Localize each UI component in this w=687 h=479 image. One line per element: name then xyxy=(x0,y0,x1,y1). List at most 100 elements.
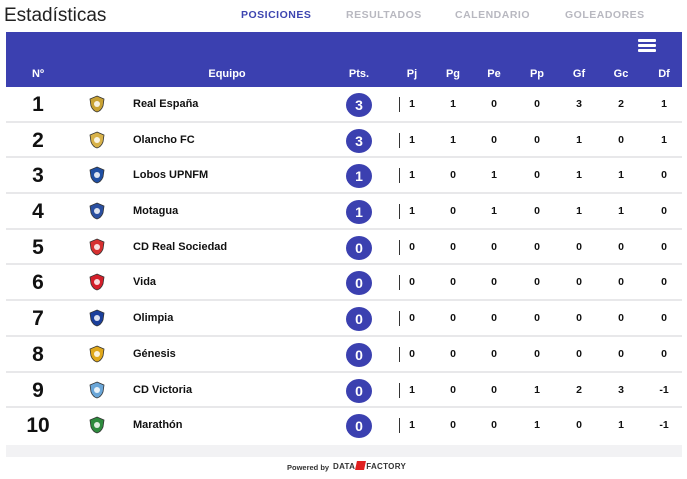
position-number: 10 xyxy=(26,414,50,438)
col-header-gf: Gf xyxy=(572,68,586,80)
stat-pe: 1 xyxy=(491,169,497,182)
stats-divider xyxy=(399,275,400,291)
table-row[interactable]: 9 CD Victoria 0 1 0 0 1 2 3 -1 xyxy=(6,372,682,409)
stat-pp: 1 xyxy=(534,419,540,432)
team-name[interactable]: Motagua xyxy=(133,205,179,218)
stat-pg: 0 xyxy=(450,205,456,218)
stat-pp: 0 xyxy=(534,133,540,146)
position-number: 9 xyxy=(32,378,44,402)
stat-pe: 0 xyxy=(491,133,497,146)
stat-pg: 0 xyxy=(450,240,456,253)
team-name[interactable]: Olancho FC xyxy=(133,133,195,146)
stat-pj: 1 xyxy=(409,419,415,432)
table-row[interactable]: 6 Vida 0 0 0 0 0 0 0 0 xyxy=(6,265,682,302)
stat-gc: 0 xyxy=(618,276,624,289)
stat-pj: 0 xyxy=(409,312,415,325)
page-title: Estadísticas xyxy=(4,5,107,26)
real-espana-logo xyxy=(88,95,106,113)
position-number: 7 xyxy=(32,307,44,331)
position-number: 6 xyxy=(32,271,44,295)
col-header-pos: Nº xyxy=(32,68,44,80)
marathon-logo xyxy=(88,416,106,434)
stat-df: 1 xyxy=(661,133,667,146)
col-header-pj: Pj xyxy=(406,68,418,80)
position-number: 8 xyxy=(32,342,44,366)
team-name[interactable]: Real España xyxy=(133,98,199,110)
points-badge: 0 xyxy=(346,414,372,439)
col-header-gc: Gc xyxy=(613,68,629,80)
team-name[interactable]: Lobos UPNFM xyxy=(133,169,209,182)
table-footer xyxy=(6,445,682,457)
stat-pp: 0 xyxy=(534,98,540,110)
stat-gf: 0 xyxy=(576,276,582,289)
position-number: 3 xyxy=(32,164,44,188)
stats-divider xyxy=(399,168,400,184)
table-row[interactable]: 8 Génesis 0 0 0 0 0 0 0 0 xyxy=(6,336,682,373)
tab-posiciones[interactable]: POSICIONES xyxy=(241,9,312,21)
datafactory-logo[interactable]: DATA FACTORY xyxy=(333,461,406,471)
points-badge: 0 xyxy=(346,307,372,332)
table-row[interactable]: 3 Lobos UPNFM 1 1 0 1 0 1 1 0 xyxy=(6,158,682,195)
stat-gf: 0 xyxy=(576,419,582,432)
tab-resultados[interactable]: RESULTADOS xyxy=(346,9,422,21)
team-name[interactable]: Vida xyxy=(133,276,157,289)
points-badge: 0 xyxy=(346,378,372,403)
table-row[interactable]: 4 Motagua 1 1 0 1 0 1 1 0 xyxy=(6,194,682,230)
team-name[interactable]: CD Real Sociedad xyxy=(133,240,228,253)
table-row[interactable]: 1 Real España 3 1 1 0 0 3 2 1 xyxy=(6,87,682,123)
stat-pp: 0 xyxy=(534,240,540,253)
hamburger-menu-icon[interactable] xyxy=(638,39,656,53)
stat-pe: 1 xyxy=(491,205,497,218)
stat-pp: 1 xyxy=(534,383,540,396)
stats-divider xyxy=(399,346,400,362)
table-row[interactable]: 7 Olimpia 0 0 0 0 0 0 0 0 xyxy=(6,301,682,337)
stat-pp: 0 xyxy=(534,205,540,218)
stat-pg: 1 xyxy=(450,98,456,110)
vida-logo xyxy=(88,273,106,291)
table-row[interactable]: 10 Marathón 0 1 0 0 1 0 1 -1 xyxy=(6,408,682,444)
standings-header: Nº Equipo Pts. Pj Pg Pe Pp Gf Gc Df xyxy=(6,32,682,87)
top-bar: Estadísticas POSICIONES RESULTADOS CALEN… xyxy=(0,0,687,30)
powered-by-label: Powered by xyxy=(287,463,330,472)
stat-pe: 0 xyxy=(491,98,497,110)
col-header-team: Equipo xyxy=(208,68,246,80)
stat-gc: 1 xyxy=(618,169,624,182)
stat-pg: 0 xyxy=(450,276,456,289)
col-header-pg: Pg xyxy=(445,68,461,80)
stat-pj: 1 xyxy=(409,98,415,110)
stats-divider xyxy=(399,311,400,327)
points-badge: 3 xyxy=(346,93,372,117)
col-header-pts: Pts. xyxy=(348,68,370,80)
team-name[interactable]: Marathón xyxy=(133,419,183,432)
stat-pg: 1 xyxy=(450,133,456,146)
team-name[interactable]: CD Victoria xyxy=(133,383,193,396)
stat-df: 0 xyxy=(661,169,667,182)
tab-goleadores[interactable]: GOLEADORES xyxy=(565,9,645,21)
stat-gf: 0 xyxy=(576,312,582,325)
stat-pj: 1 xyxy=(409,133,415,146)
stat-pe: 0 xyxy=(491,419,497,432)
col-header-pp: Pp xyxy=(529,68,545,80)
stat-df: 0 xyxy=(661,312,667,325)
stat-gf: 1 xyxy=(576,133,582,146)
table-row[interactable]: 5 CD Real Sociedad 0 0 0 0 0 0 0 0 xyxy=(6,229,682,266)
position-number: 5 xyxy=(32,235,44,259)
standings-table: 1 Real España 3 1 1 0 0 3 2 1 2 Olancho FC 3 1 1 0 0 1 0 1 3… xyxy=(6,87,682,444)
stat-gf: 0 xyxy=(576,240,582,253)
position-number: 4 xyxy=(32,200,44,224)
points-badge: 3 xyxy=(346,128,372,153)
stat-pj: 0 xyxy=(409,347,415,360)
tab-calendario[interactable]: CALENDARIO xyxy=(455,9,530,21)
table-row[interactable]: 2 Olancho FC 3 1 1 0 0 1 0 1 xyxy=(6,122,682,159)
team-name[interactable]: Olimpia xyxy=(133,312,174,325)
stat-pg: 0 xyxy=(450,312,456,325)
lobos-upnfm-logo xyxy=(88,166,106,184)
stat-df: 0 xyxy=(661,240,667,253)
col-header-df: Df xyxy=(658,68,670,80)
stat-df: -1 xyxy=(659,383,669,396)
stat-df: 1 xyxy=(661,98,667,110)
real-sociedad-logo xyxy=(88,238,106,256)
stat-pg: 0 xyxy=(450,419,456,432)
stats-divider xyxy=(399,204,400,220)
team-name[interactable]: Génesis xyxy=(133,347,176,360)
